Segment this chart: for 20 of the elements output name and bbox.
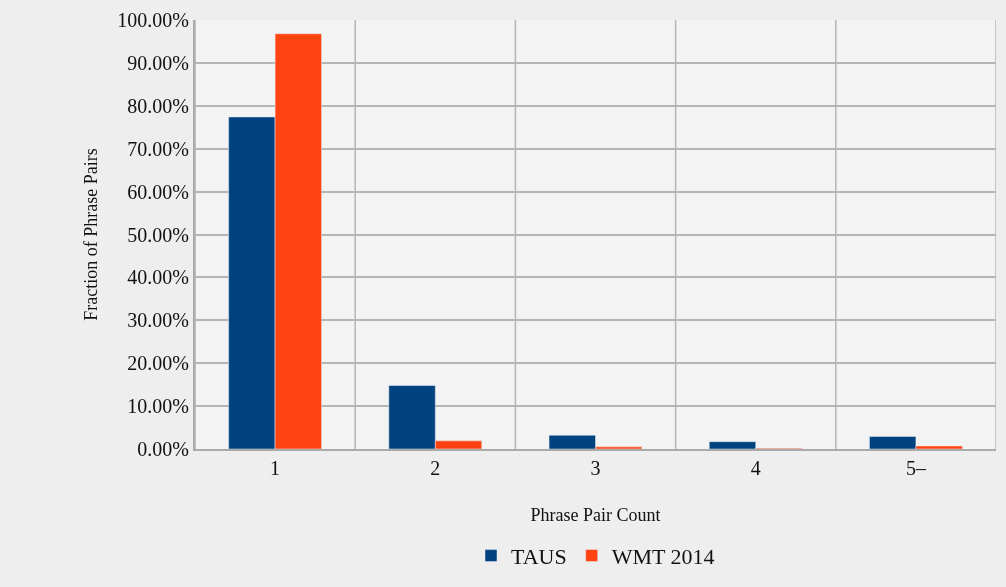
y-tick-label: 40.00% (127, 266, 189, 289)
y-tick-label: 80.00% (127, 94, 189, 117)
x-tick-label: 5– (905, 457, 927, 479)
y-tick-label: 0.00% (137, 438, 189, 460)
y-axis-title: Fraction of Phrase Pairs (81, 148, 102, 321)
y-tick-label: 100.00% (117, 9, 189, 31)
x-axis-title: Phrase Pair Count (530, 504, 661, 525)
y-tick-label: 50.00% (127, 223, 189, 246)
x-tick-label: 2 (430, 457, 441, 479)
x-tick-label: 1 (270, 457, 281, 479)
y-tick-label: 70.00% (127, 137, 189, 160)
legend-label: TAUS (511, 544, 567, 570)
y-tick-label: 10.00% (127, 395, 189, 418)
legend-label: WMT 2014 (611, 544, 715, 570)
y-tick-label: 60.00% (127, 180, 189, 203)
x-tick-label: 3 (590, 457, 601, 479)
y-tick-label: 90.00% (127, 51, 189, 74)
y-tick-label: 30.00% (127, 309, 189, 332)
y-tick-label: 20.00% (127, 352, 189, 375)
x-tick-label: 4 (750, 457, 761, 479)
